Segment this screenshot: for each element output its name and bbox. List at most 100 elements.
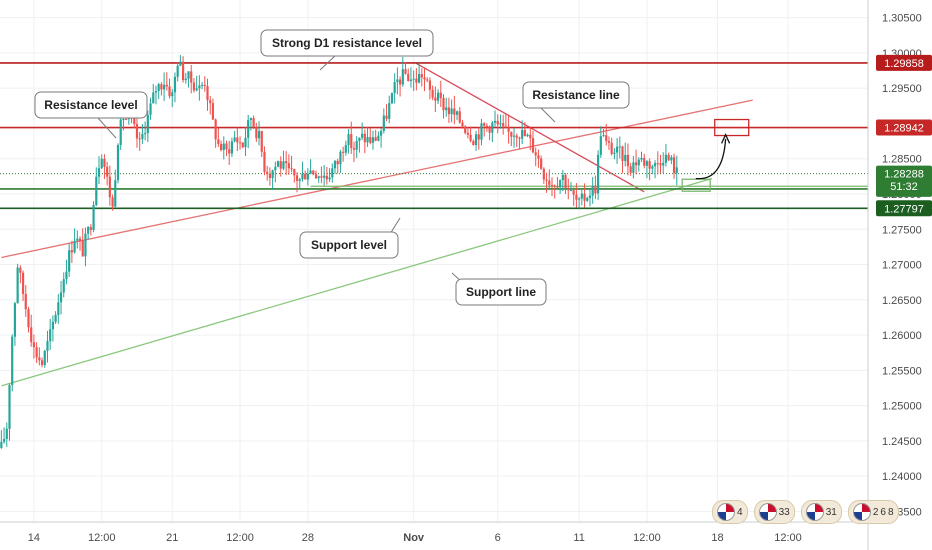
candle-body <box>111 197 114 207</box>
candle-body <box>114 180 117 207</box>
candle-body <box>361 133 364 138</box>
candle-body <box>434 97 437 101</box>
candle-body <box>578 198 581 200</box>
candle-body <box>97 168 101 177</box>
candle-body <box>380 130 383 136</box>
candle-body <box>409 79 413 82</box>
candle-body <box>480 123 483 140</box>
candle-body <box>76 238 79 241</box>
candle-body <box>165 84 168 87</box>
candle-body <box>455 111 459 115</box>
candle-body <box>179 61 182 66</box>
x-tick-label: 21 <box>166 532 178 544</box>
candle-body <box>279 161 282 169</box>
candle-body <box>314 174 318 179</box>
candle-body <box>206 86 209 101</box>
candle-body <box>664 154 668 163</box>
chart-grid <box>0 0 868 522</box>
candle-body <box>458 111 461 123</box>
candle-body <box>157 84 160 91</box>
candle-body <box>442 97 445 111</box>
candle-body <box>407 73 410 82</box>
candle-body <box>502 123 505 127</box>
candle-body <box>276 161 280 167</box>
event-badge[interactable]: 33 <box>753 500 795 524</box>
candle-body <box>138 138 141 140</box>
x-tick-label: 12:00 <box>226 532 254 544</box>
candle-body <box>453 108 456 115</box>
y-tick-label: 1.25000 <box>882 401 922 413</box>
event-badge[interactable]: 4 <box>712 500 748 524</box>
candle-body <box>667 154 670 161</box>
candle-body <box>16 267 19 304</box>
candle-body <box>40 360 44 366</box>
candle-body <box>27 309 30 328</box>
candle-body <box>548 180 551 185</box>
level-badge <box>876 200 932 217</box>
candle-body <box>504 126 507 128</box>
event-badge[interactable]: 31 <box>800 500 842 524</box>
candle-body <box>496 120 499 125</box>
callout-strong-d1-resistance: Strong D1 resistance level <box>260 29 434 71</box>
candle-body <box>46 341 49 351</box>
candle-body <box>602 135 605 137</box>
candle-body <box>260 130 263 152</box>
candle-body <box>173 76 177 93</box>
level-badge-text: 1.28288 <box>884 169 924 181</box>
candle-body <box>396 79 399 83</box>
candle-body <box>610 142 613 154</box>
price-axis[interactable]: 1.305001.300001.295001.285001.280001.275… <box>867 0 932 550</box>
candle-body <box>618 146 621 148</box>
candle-body <box>217 139 220 145</box>
candle-body <box>149 103 152 115</box>
candle-body <box>466 132 470 135</box>
candle-body <box>632 162 635 173</box>
candle-body <box>263 151 266 172</box>
candle-body <box>331 168 334 178</box>
callout-resistance-line: Resistance line <box>522 81 630 123</box>
candle-body <box>146 114 149 134</box>
candle-body <box>493 120 497 123</box>
candle-body <box>192 82 196 91</box>
candle-body <box>309 170 312 174</box>
candle-body <box>352 148 356 150</box>
time-axis[interactable]: 14 12:00 21 12:00 28 Nov 6 11 12:00 18 12:00 <box>0 521 868 544</box>
candle-body <box>412 78 415 80</box>
candle-body <box>81 240 84 257</box>
candle-body <box>274 166 277 171</box>
x-tick-label: 11 <box>573 532 584 544</box>
candle-body <box>222 143 225 151</box>
candle-body <box>363 133 366 143</box>
candle-body <box>38 357 41 361</box>
candle-body <box>312 170 315 175</box>
x-tick-label: 12:00 <box>774 532 802 544</box>
candle-body <box>295 175 299 181</box>
x-tick-label: 14 <box>28 532 40 544</box>
candle-body <box>445 107 448 111</box>
level-badge <box>876 165 932 182</box>
candle-body <box>285 161 288 164</box>
candle-body <box>59 292 63 303</box>
candle-body <box>54 315 57 322</box>
candle-body <box>382 115 385 131</box>
candle-body <box>613 152 616 154</box>
candle-body <box>195 88 198 91</box>
candle-body <box>214 119 217 140</box>
candle-body <box>190 71 193 83</box>
flag-icon <box>758 503 777 521</box>
candle-body <box>591 185 594 196</box>
candle-body <box>181 61 185 81</box>
y-tick-label: 1.28500 <box>882 154 922 166</box>
candle-body <box>152 92 155 104</box>
level-badge-text: 1.29858 <box>884 58 924 70</box>
candle-body <box>415 78 418 83</box>
candle-body <box>483 123 486 126</box>
candle-body <box>491 122 494 133</box>
candle-body <box>670 157 673 161</box>
candle-body <box>228 149 231 154</box>
candle-body <box>184 78 187 81</box>
candle-body <box>417 74 421 83</box>
